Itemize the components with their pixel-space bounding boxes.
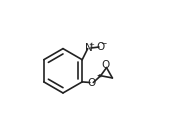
- Text: O: O: [87, 78, 96, 88]
- Text: O: O: [102, 60, 110, 70]
- Text: +: +: [89, 42, 95, 48]
- Text: −: −: [100, 39, 107, 48]
- Text: N: N: [85, 43, 93, 53]
- Text: O: O: [97, 42, 105, 52]
- Polygon shape: [98, 74, 101, 77]
